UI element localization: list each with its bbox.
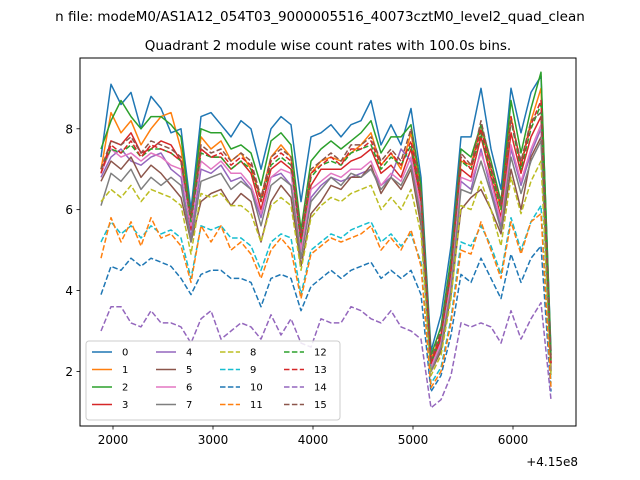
legend-label-0: 0 bbox=[122, 348, 128, 359]
legend-label-7: 7 bbox=[186, 400, 192, 411]
legend-label-10: 10 bbox=[250, 383, 263, 394]
series-line-4 bbox=[100, 128, 552, 369]
y-tick-label: 8 bbox=[65, 122, 73, 136]
series-line-0 bbox=[100, 75, 552, 352]
x-tick-label: 6000 bbox=[498, 433, 529, 447]
series-line-15 bbox=[100, 111, 552, 361]
series-line-10 bbox=[100, 245, 552, 393]
series-line-9 bbox=[100, 204, 552, 385]
series-line-8 bbox=[100, 160, 552, 377]
series-line-11 bbox=[100, 212, 552, 389]
series-line-7 bbox=[100, 140, 552, 373]
series-line-5 bbox=[100, 136, 552, 373]
legend-label-12: 12 bbox=[314, 348, 327, 359]
x-offset-label: +4.15e8 bbox=[526, 455, 578, 469]
legend-label-3: 3 bbox=[122, 400, 128, 411]
legend-label-2: 2 bbox=[122, 383, 128, 394]
legend-label-15: 15 bbox=[314, 400, 327, 411]
plot-area bbox=[100, 71, 552, 409]
y-tick-label: 6 bbox=[65, 203, 73, 217]
x-tick-label: 2000 bbox=[98, 433, 129, 447]
legend-label-9: 9 bbox=[250, 365, 256, 376]
x-tick-label: 5000 bbox=[398, 433, 429, 447]
legend-label-6: 6 bbox=[186, 383, 192, 394]
series-line-6 bbox=[100, 123, 552, 369]
series-line-14 bbox=[100, 301, 552, 409]
x-tick-label: 4000 bbox=[298, 433, 329, 447]
axes-frame bbox=[79, 57, 577, 427]
legend-label-11: 11 bbox=[250, 400, 263, 411]
y-tick-label: 2 bbox=[65, 365, 73, 379]
legend-label-14: 14 bbox=[314, 383, 327, 394]
y-tick-label: 4 bbox=[65, 284, 73, 298]
axis-ticks: 2000 3000 4000 5000 6000 2 4 6 8 bbox=[65, 122, 528, 447]
chart-title: Quadrant 2 module wise count rates with … bbox=[145, 38, 511, 54]
legend-label-4: 4 bbox=[186, 348, 192, 359]
x-tick-label: 3000 bbox=[198, 433, 229, 447]
chart-suptitle: n file: modeM0/AS1A12_054T03_9000005516_… bbox=[55, 9, 585, 25]
series-line-2 bbox=[100, 71, 552, 356]
series-line-13 bbox=[100, 99, 552, 365]
legend-box bbox=[85, 340, 341, 421]
legend-label-8: 8 bbox=[250, 348, 256, 359]
legend-label-1: 1 bbox=[122, 365, 128, 376]
legend-label-5: 5 bbox=[186, 365, 192, 376]
series-line-3 bbox=[100, 115, 552, 365]
legend-label-13: 13 bbox=[314, 365, 327, 376]
series-line-12 bbox=[100, 103, 552, 365]
